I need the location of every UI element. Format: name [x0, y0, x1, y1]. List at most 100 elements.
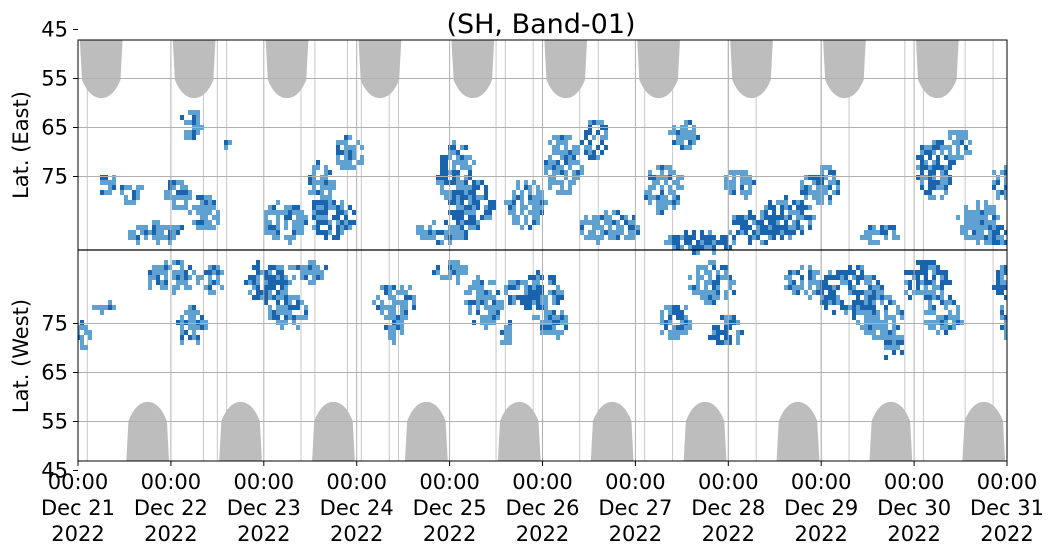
echo-cell [680, 245, 684, 250]
echo-cell [884, 340, 888, 345]
echo-cell [476, 185, 480, 190]
echo-cell [876, 290, 880, 295]
echo-cell [680, 235, 684, 240]
echo-cell [668, 190, 672, 195]
echo-cell [1016, 265, 1020, 270]
echo-cell [1020, 230, 1024, 235]
echo-cell [216, 220, 220, 225]
echo-cell [1020, 290, 1024, 295]
echo-cell [208, 195, 212, 200]
echo-cell [664, 240, 668, 245]
echo-cell [940, 270, 944, 275]
echo-cell [136, 240, 140, 245]
echo-cell [536, 270, 540, 275]
echo-cell [896, 235, 900, 240]
echo-cell [780, 210, 784, 215]
echo-cell [464, 185, 468, 190]
echo-cell [720, 315, 724, 320]
echo-cell [828, 200, 832, 205]
echo-cell [476, 300, 480, 305]
echo-cell [264, 230, 268, 235]
echo-cell [588, 235, 592, 240]
echo-cell [736, 320, 740, 325]
echo-cell [552, 280, 556, 285]
echo-cell [504, 285, 508, 290]
echo-cell [1012, 295, 1016, 300]
echo-blob [180, 110, 204, 140]
echo-cell [708, 290, 712, 295]
echo-cell [708, 280, 712, 285]
echo-cell [1004, 295, 1007, 300]
echo-cell [432, 235, 436, 240]
echo-cell [608, 215, 612, 220]
echo-cell [388, 305, 392, 310]
echo-cell [712, 325, 716, 330]
echo-cell [1020, 325, 1024, 330]
daylight-mask-west [776, 401, 820, 461]
echo-cell [200, 210, 204, 215]
echo-cell [924, 285, 928, 290]
echo-cell [440, 240, 444, 245]
echo-cell [932, 260, 936, 265]
echo-cell [940, 170, 944, 175]
echo-cell [704, 235, 708, 240]
echo-cell [484, 320, 488, 325]
echo-cell [684, 235, 688, 240]
echo-cell [416, 230, 420, 235]
echo-cell [992, 225, 996, 230]
echo-cell [220, 285, 224, 290]
echo-cell [680, 130, 684, 135]
echo-cell [852, 275, 856, 280]
echo-cell [216, 215, 220, 220]
echo-cell [572, 150, 576, 155]
echo-cell [588, 120, 592, 125]
x-tick-label-time: 00:00 [141, 470, 202, 494]
echo-cell [904, 290, 908, 295]
echo-cell [164, 280, 168, 285]
echo-cell [132, 235, 136, 240]
echo-cell [380, 310, 384, 315]
daylight-mask-east [823, 40, 866, 99]
echo-cell [800, 185, 804, 190]
echo-cell [788, 275, 792, 280]
echo-cell [468, 210, 472, 215]
echo-cell [732, 280, 736, 285]
echo-cell [544, 170, 548, 175]
echo-cell [264, 215, 268, 220]
echo-cell [172, 195, 176, 200]
echo-cell [536, 285, 540, 290]
echo-cell [484, 185, 488, 190]
echo-cell [728, 325, 732, 330]
echo-blob [664, 230, 736, 255]
echo-cell [1024, 325, 1028, 330]
echo-cell [824, 165, 828, 170]
echo-cell [292, 315, 296, 320]
echo-cell [340, 150, 344, 155]
echo-cell [688, 320, 692, 325]
echo-cell [952, 160, 956, 165]
echo-cell [588, 155, 592, 160]
echo-cell [612, 235, 616, 240]
echo-cell [1024, 230, 1028, 235]
echo-cell [488, 200, 492, 205]
echo-cell [1008, 180, 1012, 185]
echo-cell [460, 215, 464, 220]
echo-cell [312, 275, 316, 280]
echo-cell [280, 270, 284, 275]
echo-cell [704, 295, 708, 300]
echo-cell [564, 150, 568, 155]
echo-blob [924, 295, 964, 335]
echo-cell [816, 200, 820, 205]
echo-cell [156, 275, 160, 280]
echo-cell [920, 260, 924, 265]
echo-cell [124, 200, 128, 205]
echo-cell [1020, 230, 1024, 235]
echo-cell [848, 280, 852, 285]
echo-cell [204, 195, 208, 200]
echo-cell [768, 205, 772, 210]
echo-cell [1032, 285, 1036, 290]
echo-cell [792, 230, 796, 235]
echo-cell [888, 225, 892, 230]
echo-cell [832, 180, 836, 185]
echo-cell [512, 200, 516, 205]
